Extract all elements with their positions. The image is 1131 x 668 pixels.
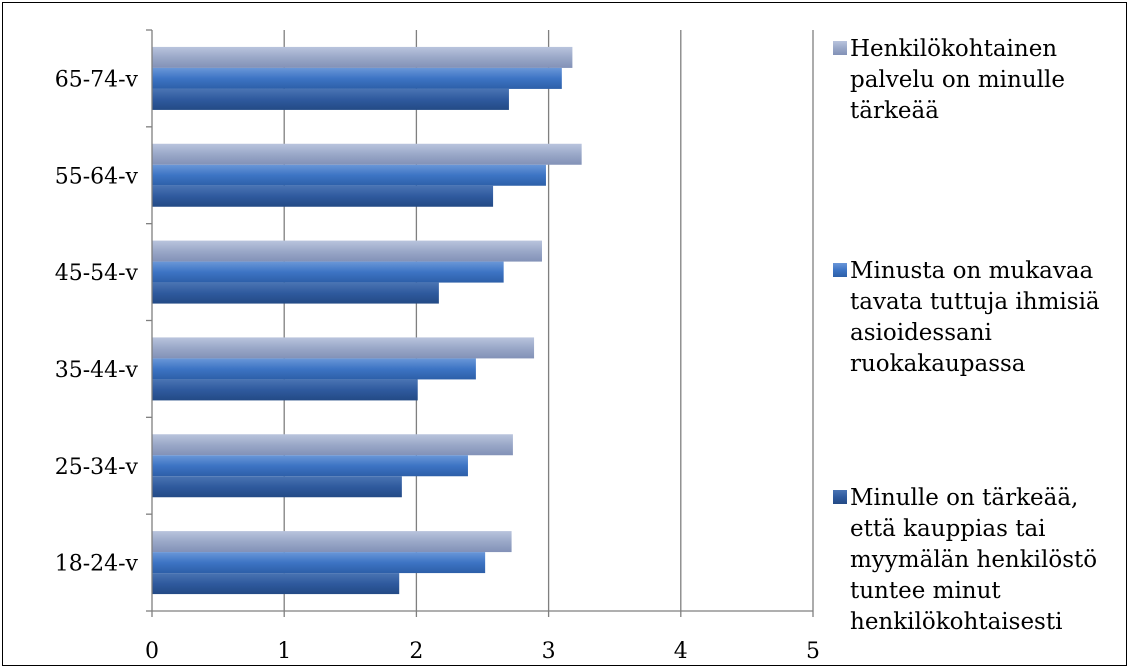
legend-swatch xyxy=(833,490,847,504)
bar xyxy=(152,455,468,477)
legend-item: Minusta on mukavaa tavata tuttuja ihmisiä… xyxy=(833,258,1100,377)
bar xyxy=(152,358,476,380)
bar xyxy=(152,240,542,262)
y-tick-label: 25-34-v xyxy=(55,455,139,480)
x-tick-label: 1 xyxy=(277,639,291,664)
bar xyxy=(152,46,573,68)
legend-label: Minusta on mukavaa tavata tuttuja ihmisiä… xyxy=(850,258,1100,377)
axes xyxy=(146,29,814,617)
y-tick-label: 55-64-v xyxy=(55,164,139,189)
x-tick-label: 4 xyxy=(674,639,688,664)
bar xyxy=(152,261,504,283)
legend-swatch xyxy=(833,263,847,277)
bar xyxy=(152,434,513,456)
bars xyxy=(152,46,582,595)
legend-label: Henkilökohtainen palvelu on minulle tärkeä… xyxy=(850,36,1065,124)
y-tick-label: 18-24-v xyxy=(55,552,139,577)
bar xyxy=(152,379,418,401)
x-tick-label: 3 xyxy=(542,639,556,664)
legend-item: Minulle on tärkeää, että kauppias tai myym… xyxy=(833,485,1097,635)
axis-labels: 18-24-v 25-34-v 35-44-v 45-54-v 55-64-v 65-74… xyxy=(55,67,820,664)
legend: Henkilökohtainen palvelu on minulle tärkeä… xyxy=(833,36,1100,635)
bar xyxy=(152,164,546,186)
y-tick-label: 45-54-v xyxy=(55,261,139,286)
y-tick-label: 65-74-v xyxy=(55,67,139,92)
legend-swatch xyxy=(833,41,847,55)
x-tick-label: 5 xyxy=(806,639,820,664)
bar xyxy=(152,143,582,165)
gridlines xyxy=(283,30,814,611)
legend-item: Henkilökohtainen palvelu on minulle tärkeä… xyxy=(833,36,1065,124)
bar xyxy=(152,88,509,110)
x-tick-label: 0 xyxy=(145,639,159,664)
bar xyxy=(152,476,402,498)
bar xyxy=(152,282,439,304)
bar xyxy=(152,552,486,574)
y-tick-label: 35-44-v xyxy=(55,358,139,383)
bar xyxy=(152,531,512,553)
x-tick-label: 2 xyxy=(409,639,423,664)
bar xyxy=(152,573,400,595)
bar xyxy=(152,337,535,359)
bar xyxy=(152,185,494,207)
legend-label: Minulle on tärkeää, että kauppias tai myym… xyxy=(850,485,1097,635)
bar xyxy=(152,67,562,89)
